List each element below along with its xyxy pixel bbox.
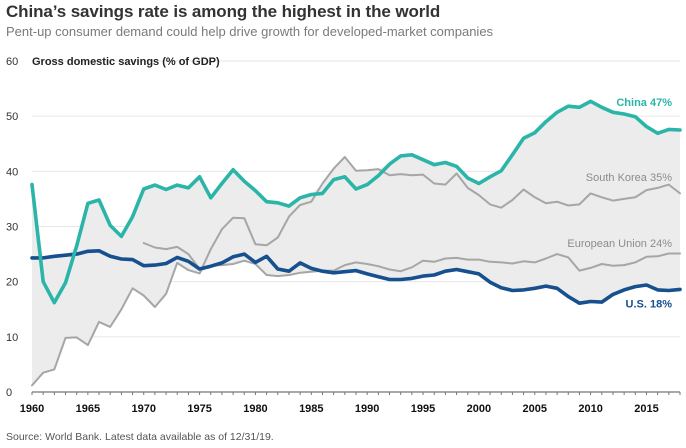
china-line <box>30 99 682 305</box>
x-tick-label: 1965 <box>76 403 100 415</box>
european-union-label: European Union 24% <box>567 238 672 250</box>
x-tick-label: 2015 <box>634 403 658 415</box>
x-tick-label: 1995 <box>411 403 435 415</box>
range-band <box>32 101 680 386</box>
y-tick-label: 20 <box>6 277 18 289</box>
x-tick-label: 2010 <box>578 403 602 415</box>
y-tick-label: 40 <box>6 166 18 178</box>
y-tick-label: 60 <box>6 56 18 68</box>
chart-subtitle: Pent-up consumer demand could help drive… <box>6 24 494 39</box>
x-tick-label: 2005 <box>523 403 547 415</box>
x-tick-label: 1975 <box>187 403 211 415</box>
series-lines <box>30 99 682 387</box>
x-tick-label: 1960 <box>20 403 44 415</box>
us-line <box>30 249 682 305</box>
china-label: China 47% <box>616 97 672 109</box>
y-tick-label: 0 <box>6 387 12 399</box>
south-korea-label: South Korea 35% <box>586 172 672 184</box>
source-note: Source: World Bank. Latest data availabl… <box>6 431 274 443</box>
y-tick-label: 30 <box>6 222 18 234</box>
x-tick-label: 1985 <box>299 403 323 415</box>
european-union-line <box>142 242 681 278</box>
x-tick-label: 1970 <box>131 403 155 415</box>
y-tick-label: 50 <box>6 111 18 123</box>
us-label: U.S. 18% <box>626 299 673 311</box>
x-tick-label: 2000 <box>467 403 491 415</box>
y-tick-label: 10 <box>6 332 18 344</box>
chart-title: China’s savings rate is among the highes… <box>6 2 441 21</box>
south-korea-line <box>31 156 681 387</box>
series-labels: China 47% South Korea 35% European Union 2… <box>567 97 672 311</box>
y-axis-label: Gross domestic savings (% of GDP) <box>32 56 220 68</box>
x-tick-label: 1990 <box>355 403 379 415</box>
axes: 1960 1965 1970 1975 1980 1985 1990 1995 2000 2005… <box>20 391 681 415</box>
x-tick-label: 1980 <box>243 403 267 415</box>
